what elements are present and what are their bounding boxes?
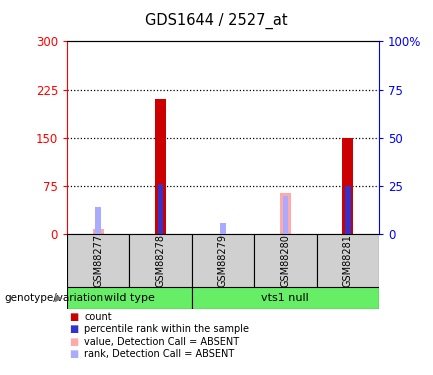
Text: GSM88279: GSM88279 bbox=[218, 234, 228, 287]
Bar bbox=[254, 234, 317, 287]
Text: GSM88277: GSM88277 bbox=[93, 234, 103, 287]
Bar bbox=[317, 234, 379, 287]
Bar bbox=[192, 287, 379, 309]
Bar bbox=[129, 234, 192, 287]
Text: ■: ■ bbox=[69, 349, 78, 359]
Text: ■: ■ bbox=[69, 324, 78, 334]
Text: count: count bbox=[84, 312, 112, 322]
Text: wild type: wild type bbox=[104, 293, 155, 303]
Bar bbox=[67, 234, 129, 287]
Bar bbox=[220, 223, 226, 234]
Text: GDS1644 / 2527_at: GDS1644 / 2527_at bbox=[145, 12, 288, 29]
Text: percentile rank within the sample: percentile rank within the sample bbox=[84, 324, 249, 334]
Text: GSM88281: GSM88281 bbox=[343, 234, 353, 287]
Bar bbox=[96, 207, 101, 234]
Text: genotype/variation: genotype/variation bbox=[4, 293, 103, 303]
Text: rank, Detection Call = ABSENT: rank, Detection Call = ABSENT bbox=[84, 349, 235, 359]
Text: vts1 null: vts1 null bbox=[262, 293, 309, 303]
Bar bbox=[342, 138, 353, 234]
Text: GSM88278: GSM88278 bbox=[155, 234, 166, 287]
Bar bbox=[345, 186, 350, 234]
Bar bbox=[155, 99, 166, 234]
Bar bbox=[67, 287, 192, 309]
Text: ■: ■ bbox=[69, 312, 78, 322]
Bar bbox=[158, 184, 163, 234]
Bar bbox=[192, 234, 254, 287]
Text: value, Detection Call = ABSENT: value, Detection Call = ABSENT bbox=[84, 337, 239, 346]
Bar bbox=[283, 196, 288, 234]
Bar bbox=[280, 192, 291, 234]
Text: ▶: ▶ bbox=[55, 293, 62, 303]
Text: GSM88280: GSM88280 bbox=[280, 234, 291, 287]
Bar bbox=[93, 229, 104, 234]
Text: ■: ■ bbox=[69, 337, 78, 346]
